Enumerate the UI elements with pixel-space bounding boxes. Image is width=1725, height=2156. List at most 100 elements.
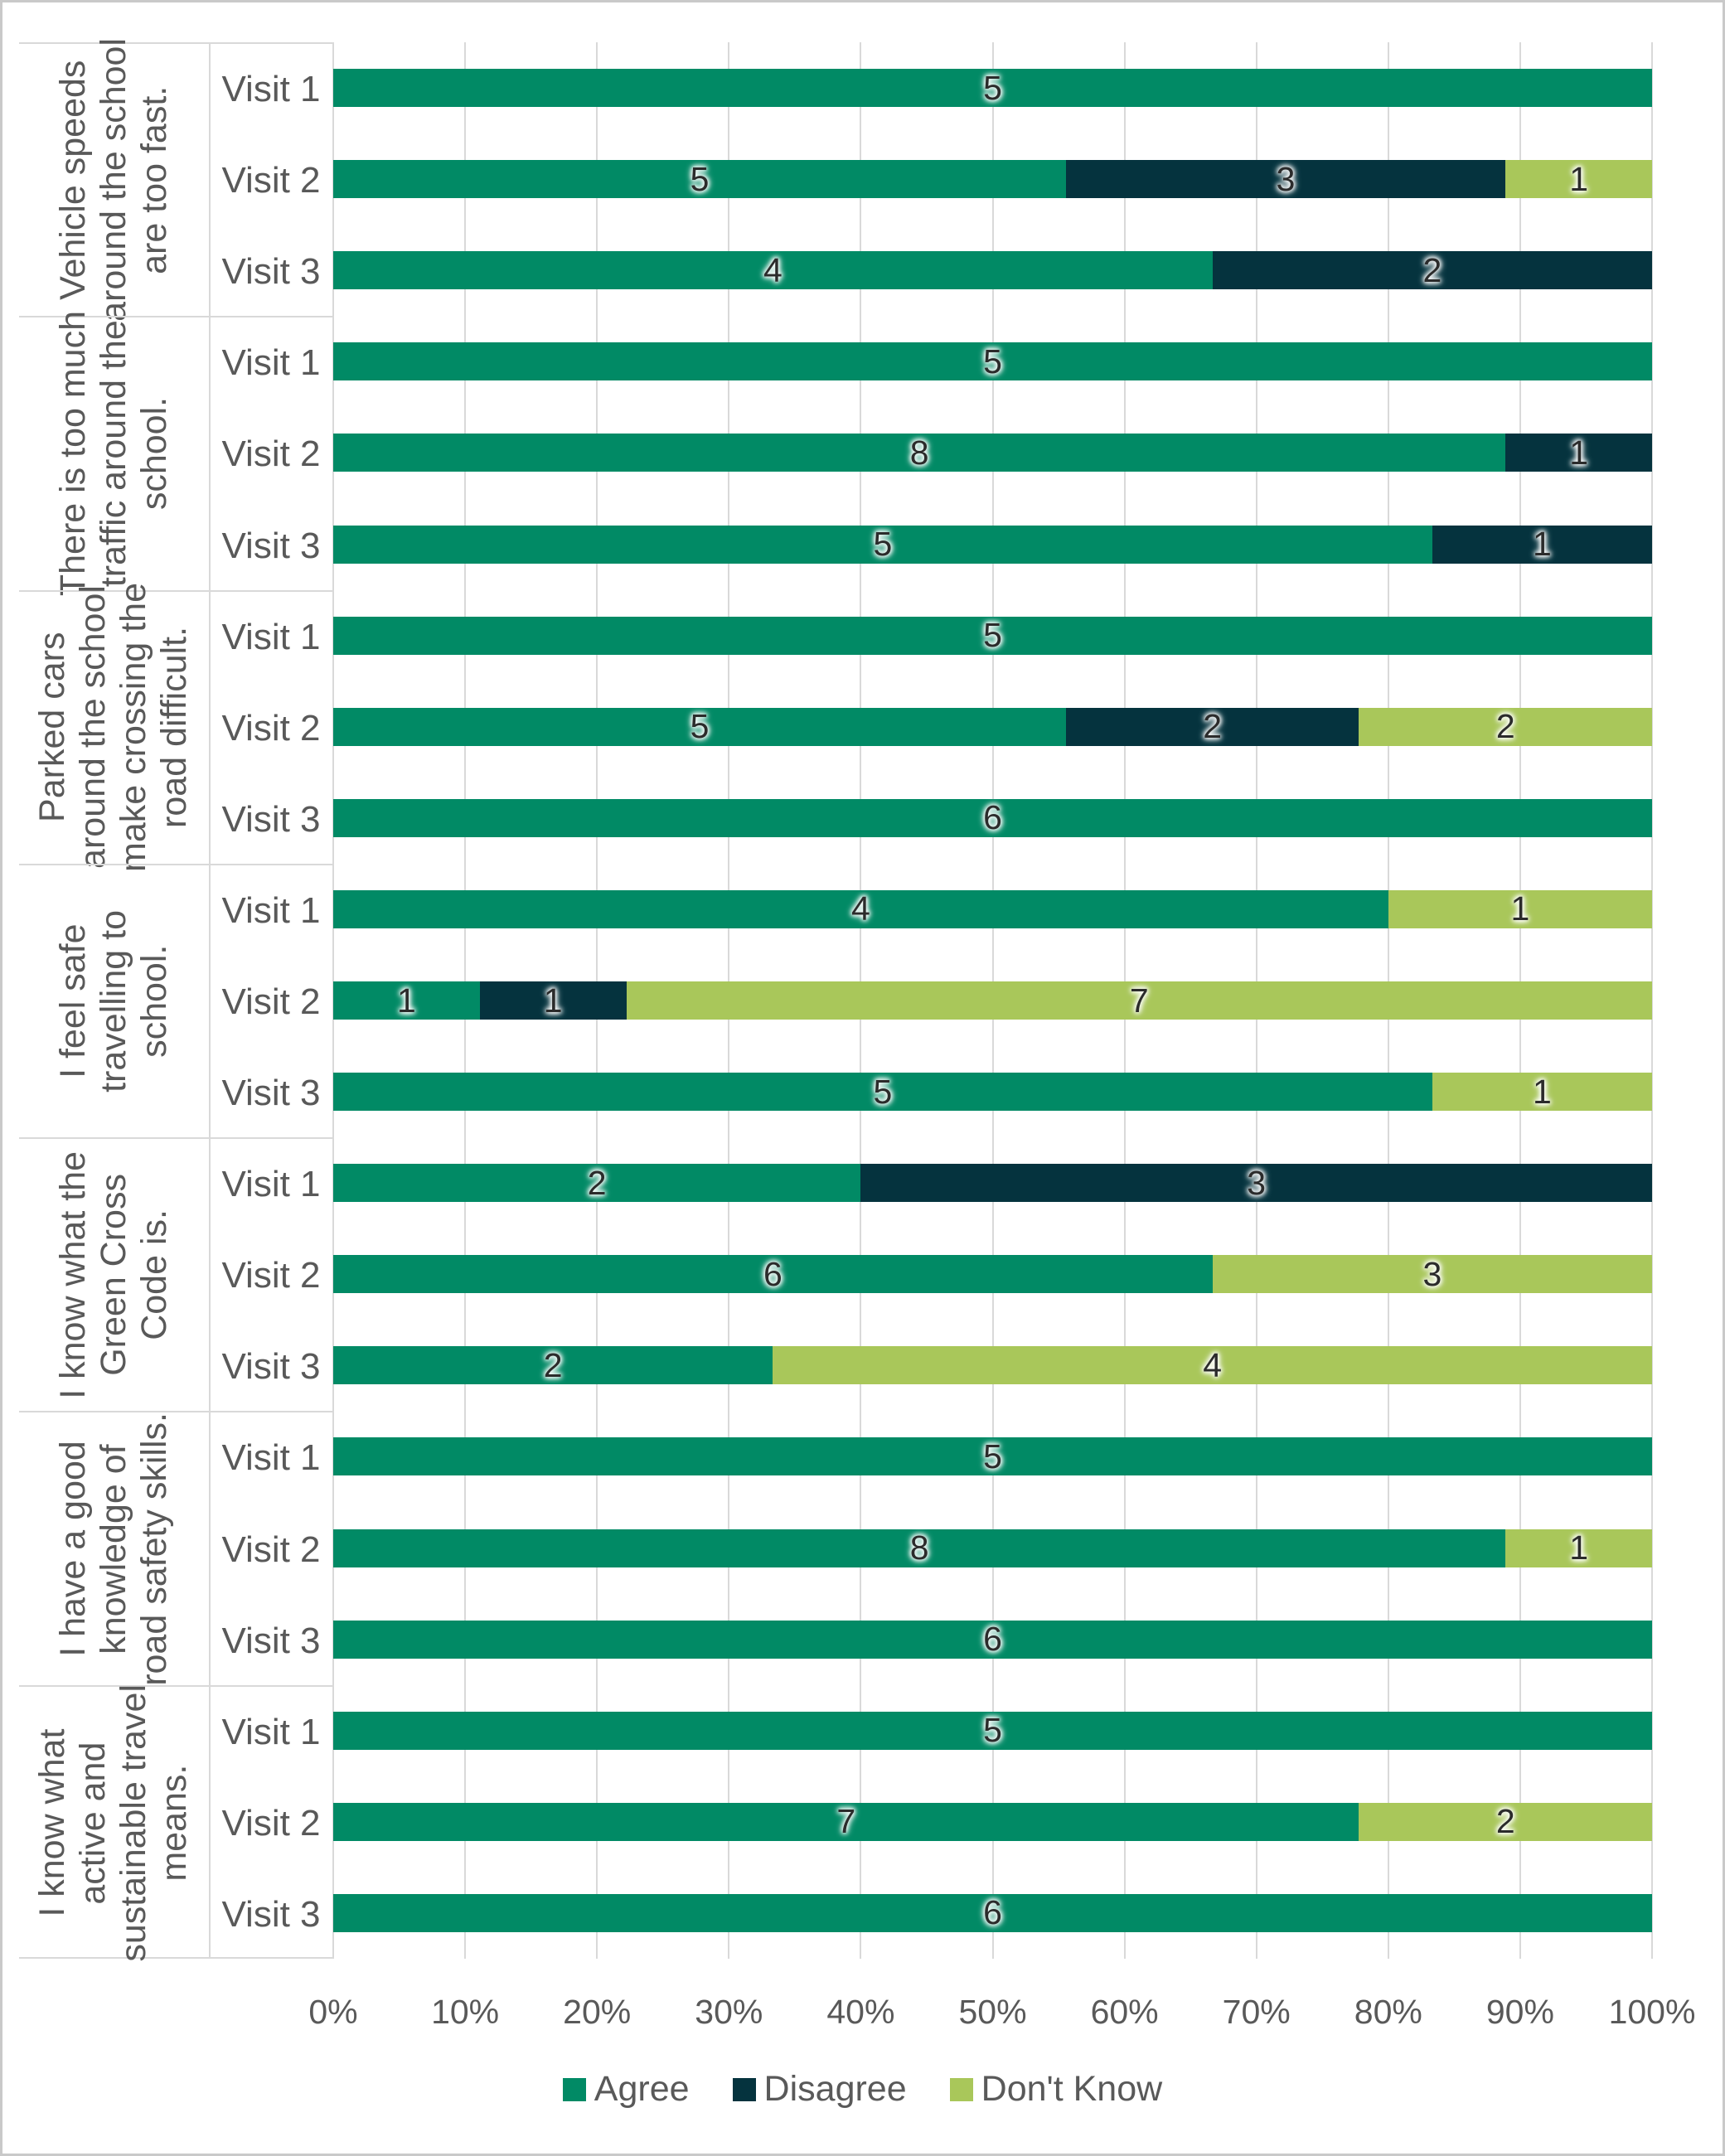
bar-row: 5 <box>333 342 1652 381</box>
bar-value-label: 4 <box>763 250 783 289</box>
bar-segment-disagree: 2 <box>1212 251 1652 290</box>
category-group-cell: I know what active and sustainable trave… <box>19 1684 209 1962</box>
bar-value-label: 6 <box>763 1254 783 1293</box>
bar-row: 6 <box>333 1620 1652 1659</box>
visit-label: Visit 2 <box>221 1802 321 1844</box>
bar-value-label: 1 <box>1532 1072 1552 1111</box>
category-group-label: Parked cars around the school make cross… <box>32 583 195 873</box>
visit-label: Visit 2 <box>221 707 321 749</box>
legend: Agree Disagree Don't Know <box>0 2069 1725 2110</box>
bar-value-label: 1 <box>1569 433 1589 472</box>
bar-segment-agree: 5 <box>333 342 1652 381</box>
visit-label: Visit 1 <box>221 616 321 657</box>
category-group: I know what the Green Cross Code is. Visi… <box>19 1137 333 1411</box>
bar-row: 5 2 2 <box>333 707 1652 746</box>
visit-label: Visit 3 <box>221 798 321 840</box>
x-axis-tick-label: 100% <box>1608 1993 1696 2031</box>
bar-segment-agree: 7 <box>333 1802 1359 1841</box>
visit-label: Visit 1 <box>221 1437 321 1479</box>
bar-segment-agree: 5 <box>333 159 1066 199</box>
bar-value-label: 3 <box>1276 159 1296 198</box>
category-column-divider <box>209 42 211 1959</box>
category-group: I have a good knowledge of road safety s… <box>19 1411 333 1686</box>
bar-value-label: 7 <box>1129 981 1149 1020</box>
bar-value-label: 3 <box>1422 1254 1442 1293</box>
bar-segment-agree: 5 <box>333 525 1432 564</box>
bar-row: 5 <box>333 616 1652 655</box>
category-group-label: I know what active and sustainable trave… <box>32 1684 195 1962</box>
legend-label: Don't Know <box>981 2069 1163 2109</box>
bar-segment-disagree: 3 <box>1065 159 1506 199</box>
bar-segment-don-t-know: 1 <box>1432 1072 1652 1112</box>
bar-segment-agree: 8 <box>333 433 1506 472</box>
legend-swatch-disagree <box>732 2077 756 2101</box>
x-axis-tick-label: 80% <box>1354 1993 1422 2031</box>
bar-segment-agree: 1 <box>333 981 480 1020</box>
category-group-cell: Vehicle speeds around the school are too… <box>19 38 209 322</box>
bar-segment-don-t-know: 1 <box>1388 889 1652 928</box>
visit-label: Visit 2 <box>221 434 321 475</box>
category-group: Parked cars around the school make cross… <box>19 583 333 872</box>
x-axis-tick-label: 10% <box>431 1993 500 2031</box>
bar-value-label: 2 <box>1203 707 1223 746</box>
visit-label: Visit 1 <box>221 1164 321 1205</box>
bar-segment-disagree: 2 <box>1065 707 1359 746</box>
bar-row: 6 <box>333 798 1652 837</box>
bar-value-label: 7 <box>836 1802 856 1841</box>
bar-segment-don-t-know: 2 <box>1359 707 1652 746</box>
bar-value-label: 6 <box>983 1620 1002 1659</box>
bar-value-label: 5 <box>983 68 1002 107</box>
bar-value-label: 2 <box>543 1345 563 1384</box>
bar-value-label: 6 <box>983 798 1002 837</box>
bar-value-label: 4 <box>1203 1345 1223 1384</box>
category-group: There is too much traffic around the sch… <box>19 311 333 597</box>
bar-segment-don-t-know: 3 <box>1212 1254 1652 1294</box>
bar-segment-agree: 4 <box>333 250 1213 290</box>
visit-label: Visit 1 <box>221 342 321 384</box>
bar-value-label: 2 <box>587 1163 607 1202</box>
x-axis-tick-label: 0% <box>308 1993 358 2031</box>
visit-label: Visit 2 <box>221 981 321 1022</box>
category-group-label: I feel safe travelling to school. <box>52 910 174 1093</box>
bar-row: 5 <box>333 68 1652 108</box>
bar-value-label: 5 <box>873 1072 893 1111</box>
bar-row: 5 <box>333 1711 1652 1750</box>
visit-label: Visit 3 <box>221 1346 321 1388</box>
bar-segment-disagree: 3 <box>860 1164 1652 1203</box>
x-axis-tick-label: 50% <box>958 1993 1027 2031</box>
category-group-label: I have a good knowledge of road safety s… <box>52 1412 174 1686</box>
bar-segment-agree: 6 <box>333 1254 1213 1294</box>
x-axis-tick-label: 90% <box>1485 1993 1554 2031</box>
bar-segment-disagree: 1 <box>479 981 627 1020</box>
bar-segment-agree: 8 <box>333 1529 1506 1567</box>
bar-value-label: 8 <box>909 433 929 472</box>
bar-segment-disagree: 1 <box>1432 525 1652 564</box>
bar-value-label: 5 <box>690 707 710 746</box>
bar-segment-agree: 6 <box>333 798 1652 837</box>
bar-value-label: 5 <box>983 342 1002 380</box>
bar-segment-agree: 5 <box>333 1711 1652 1750</box>
bar-value-label: 5 <box>690 159 710 198</box>
bar-row: 6 <box>333 1893 1652 1932</box>
legend-swatch-agree <box>562 2077 586 2101</box>
x-axis-tick-label: 70% <box>1222 1993 1291 2031</box>
category-group-label: There is too much traffic around the sch… <box>52 311 174 597</box>
legend-label: Agree <box>594 2069 690 2109</box>
bar-segment-agree: 2 <box>333 1345 773 1385</box>
bar-value-label: 2 <box>1495 707 1515 746</box>
bar-segment-agree: 5 <box>333 707 1066 746</box>
visit-label: Visit 3 <box>221 1073 321 1114</box>
bar-value-label: 4 <box>850 889 870 928</box>
bar-segment-agree: 4 <box>333 889 1388 928</box>
bar-row: 5 <box>333 1437 1652 1476</box>
bar-segment-agree: 5 <box>333 1072 1432 1112</box>
bar-segment-don-t-know: 7 <box>626 981 1652 1020</box>
legend-item-agree: Agree <box>562 2069 690 2110</box>
visit-label: Visit 1 <box>221 889 321 931</box>
bar-segment-agree: 6 <box>333 1893 1652 1932</box>
